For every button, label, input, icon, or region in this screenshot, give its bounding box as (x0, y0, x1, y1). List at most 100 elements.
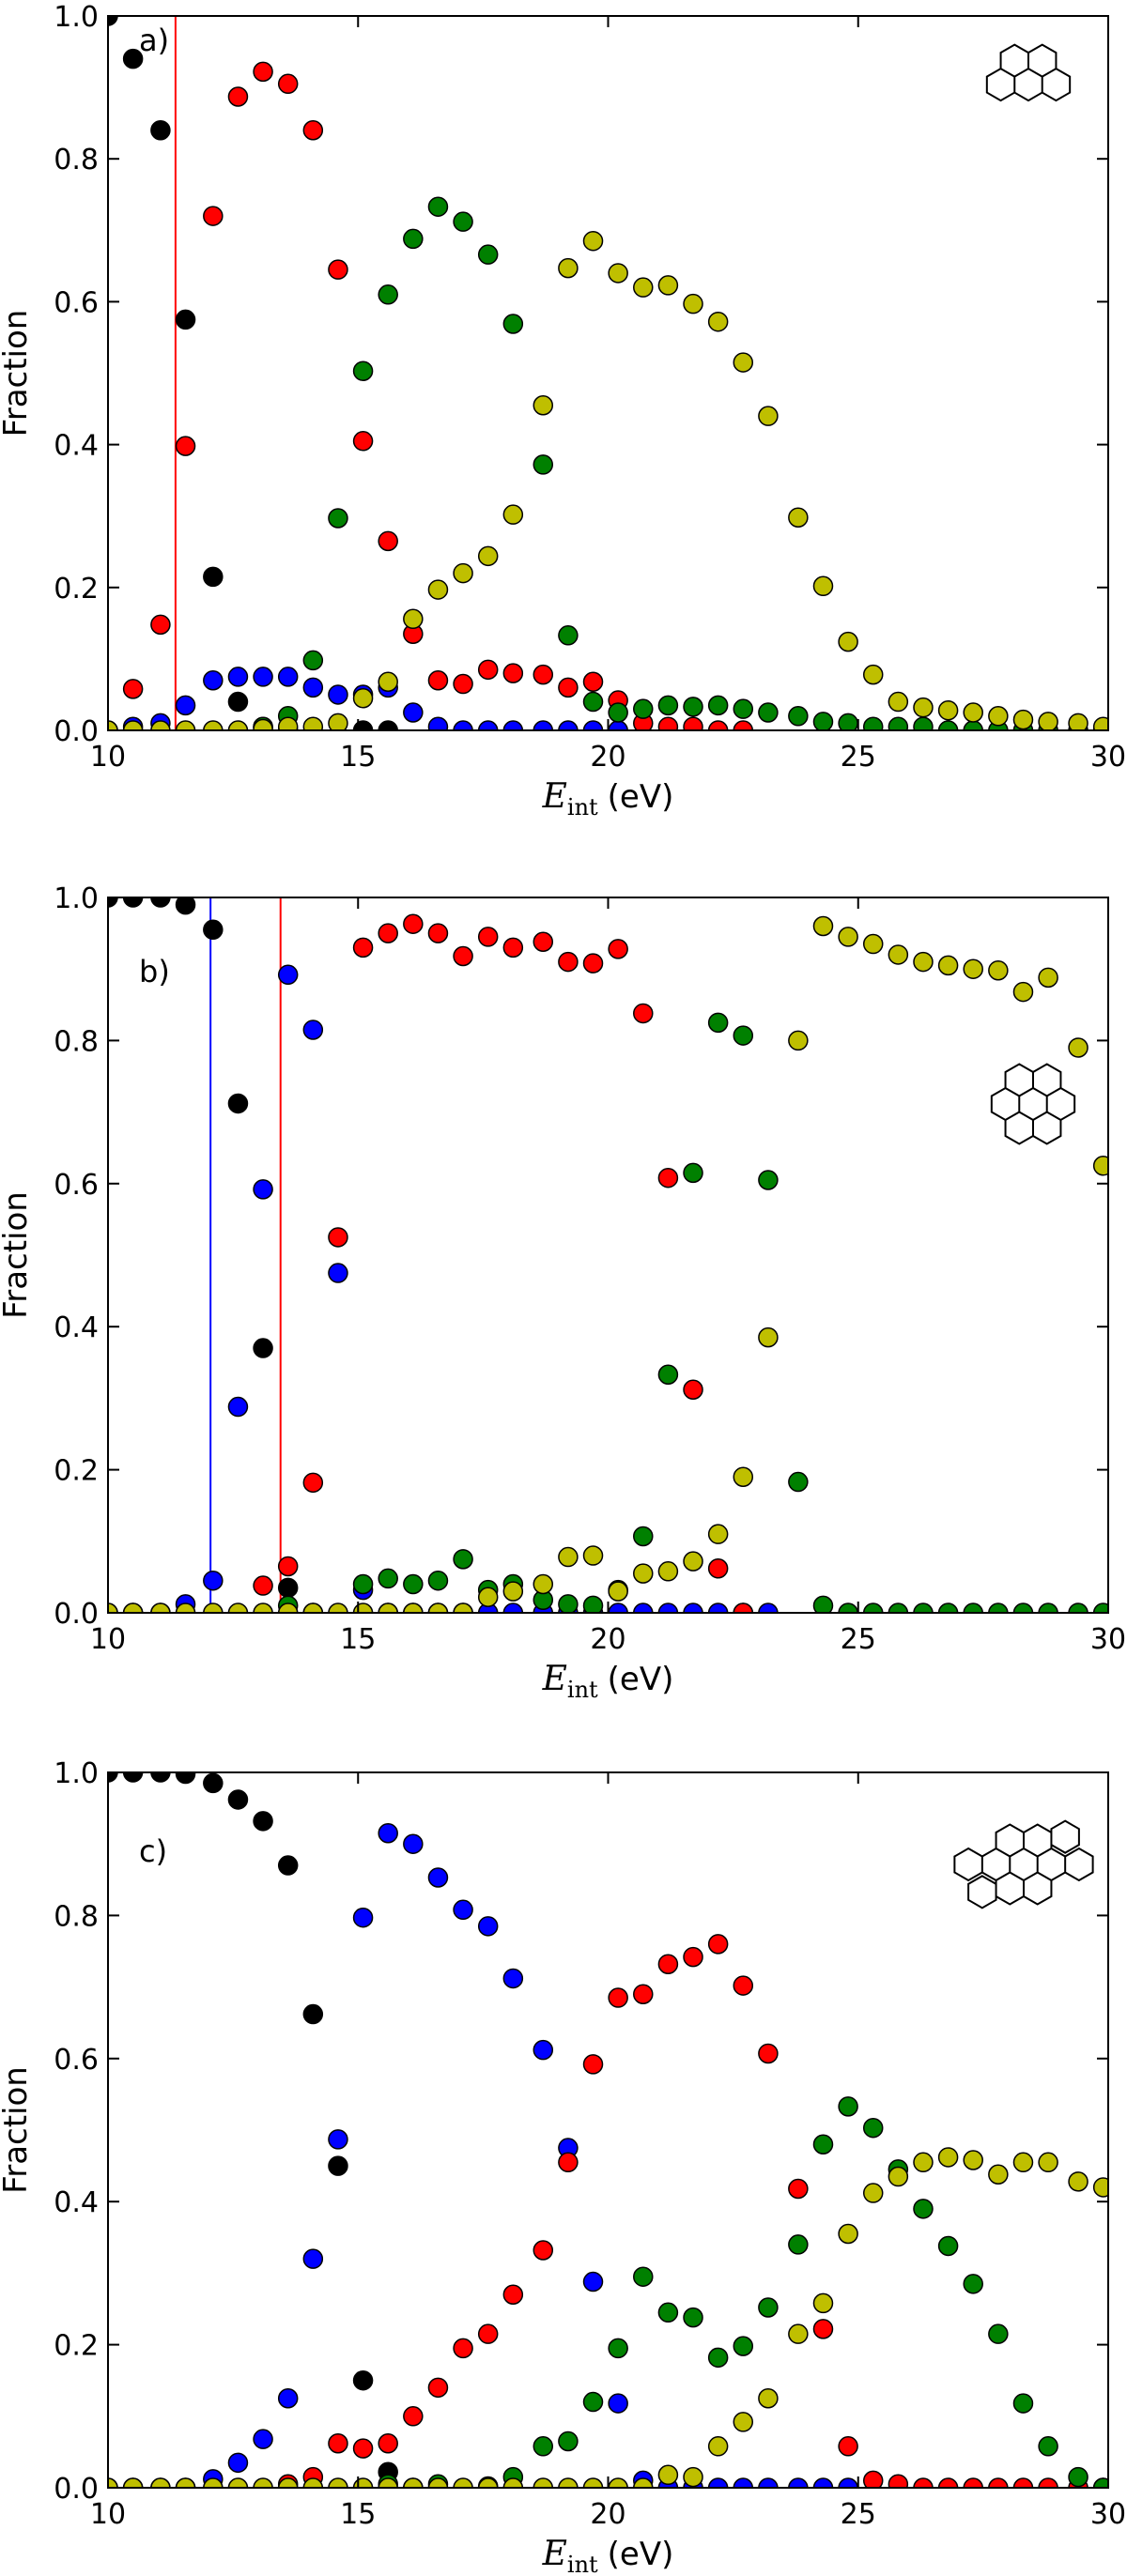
data-point-red (963, 2477, 983, 2488)
data-point-yellow (378, 671, 398, 692)
data-point-blue (477, 720, 499, 730)
data-point-green (582, 1595, 604, 1613)
y-tick-label: 0.2 (54, 573, 99, 606)
data-point-green (403, 228, 424, 250)
data-point-yellow (1068, 2171, 1088, 2192)
data-point-red (707, 720, 729, 730)
data-point-yellow (477, 1587, 499, 1607)
data-point-blue (328, 2129, 348, 2150)
data-point-yellow (862, 933, 884, 955)
data-point-green (558, 1594, 579, 1613)
data-point-green (657, 695, 679, 716)
data-point-green (1092, 2477, 1108, 2488)
data-point-red (707, 1934, 729, 1955)
data-points (108, 1772, 1108, 2488)
data-point-yellow (608, 1581, 628, 1602)
data-point-yellow (253, 1602, 273, 1613)
data-point-blue (608, 1602, 628, 1613)
x-tick-label: 10 (90, 2498, 126, 2531)
data-point-blue (203, 669, 224, 691)
data-point-green (788, 706, 809, 727)
data-point-red (378, 923, 398, 943)
y-tick-label: 1.0 (54, 1757, 99, 1790)
data-point-blue (203, 1570, 224, 1591)
data-point-red (582, 2054, 604, 2075)
data-point-blue (758, 1602, 779, 1613)
data-point-green (862, 716, 884, 730)
x-axis-label-sub: int (567, 1677, 598, 1703)
data-point-blue (403, 702, 424, 723)
data-point-yellow (913, 951, 934, 973)
data-point-red (302, 1472, 324, 1494)
data-point-red (453, 2338, 473, 2359)
x-tick-label: 30 (1090, 2498, 1126, 2531)
data-point-red (608, 1987, 628, 2008)
y-tick-label: 0.6 (54, 2044, 99, 2077)
data-point-green (937, 1602, 959, 1613)
data-point-red (758, 2043, 779, 2064)
data-point-red (862, 2470, 884, 2488)
panel-label: b) (139, 954, 170, 989)
data-point-yellow (277, 716, 299, 730)
data-point-yellow (988, 2164, 1009, 2185)
x-axis-label: Eint (eV) (542, 2535, 674, 2576)
data-point-red (253, 1575, 273, 1596)
data-point-black (108, 1772, 118, 1783)
y-tick-label: 1.0 (54, 1, 99, 34)
x-axis-label-var: E (542, 2535, 567, 2573)
data-point-green (758, 1170, 779, 1190)
data-point-yellow (502, 2477, 524, 2488)
x-axis-label-sub: int (567, 2552, 598, 2576)
data-point-yellow (758, 2388, 779, 2409)
data-point-green (502, 314, 524, 334)
data-point-blue (707, 2477, 729, 2488)
data-point-blue (277, 964, 299, 986)
data-point-yellow (328, 2477, 348, 2488)
data-point-black (302, 2003, 324, 2025)
data-point-red (328, 1227, 348, 1248)
data-point-green (707, 2347, 729, 2369)
data-point-red (733, 1602, 754, 1613)
data-point-green (758, 2297, 779, 2318)
data-point-red (608, 939, 628, 959)
data-point-green (302, 650, 324, 671)
data-point-green (733, 2336, 754, 2356)
data-point-red (888, 2474, 909, 2488)
data-point-black (150, 120, 171, 141)
data-point-black (108, 897, 118, 908)
data-point-yellow (988, 706, 1009, 727)
data-point-green (533, 454, 554, 475)
data-point-blue (227, 2452, 249, 2474)
data-point-yellow (1068, 713, 1088, 730)
data-point-red (502, 937, 524, 958)
data-point-black (122, 897, 144, 908)
x-tick-label: 10 (90, 741, 126, 774)
y-axis-label: Fraction (0, 2066, 35, 2194)
data-point-yellow (203, 2477, 224, 2488)
y-tick-label: 0.0 (54, 715, 99, 748)
data-point-yellow (937, 955, 959, 976)
data-point-green (608, 702, 628, 723)
data-point-yellow (633, 1563, 654, 1584)
data-point-yellow (963, 958, 983, 979)
data-point-black (277, 1855, 299, 1876)
data-point-yellow (108, 720, 118, 730)
data-point-green (403, 1573, 424, 1595)
data-point-blue (707, 1602, 729, 1613)
data-point-yellow (1012, 709, 1034, 730)
data-point-yellow (427, 579, 449, 600)
data-point-yellow (253, 718, 273, 730)
data-point-blue (582, 2271, 604, 2292)
data-point-blue (227, 1396, 249, 1418)
x-tick-label: 20 (590, 741, 625, 774)
data-point-yellow (862, 664, 884, 685)
data-point-yellow (657, 275, 679, 296)
data-point-yellow (352, 688, 374, 709)
data-point-yellow (477, 545, 499, 567)
data-point-red (1038, 2477, 1058, 2488)
data-point-yellow (937, 2147, 959, 2168)
data-point-black (203, 1772, 224, 1794)
data-point-yellow (175, 1602, 196, 1613)
data-point-blue (302, 2248, 324, 2269)
data-point-yellow (108, 2477, 118, 2488)
